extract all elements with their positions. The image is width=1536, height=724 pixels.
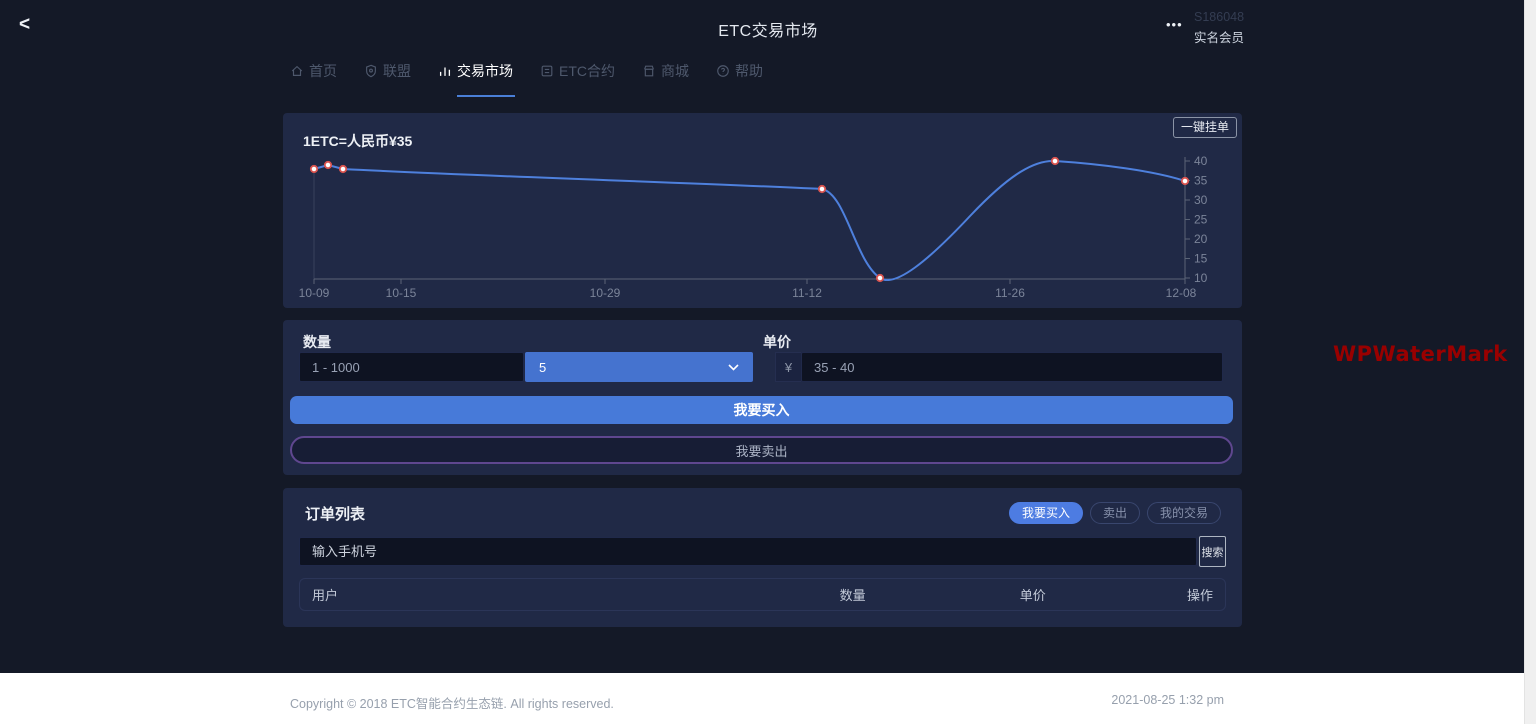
x-tick-label: 11-26	[995, 286, 1025, 300]
price-series-line	[313, 159, 1186, 281]
nav-label: 联盟	[383, 63, 411, 79]
x-tick-label: 12-08	[1166, 286, 1197, 300]
page-title: ETC交易市场	[718, 23, 818, 40]
price-label: 单价	[763, 334, 791, 350]
chart-x-ticks	[313, 279, 1186, 284]
chevron-down-icon	[728, 363, 739, 371]
buy-button[interactable]: 我要买入	[290, 396, 1233, 424]
nav-bar: 首页 联盟 交易市场 ETC合约 商城 帮助	[290, 61, 763, 85]
filter-sell-button[interactable]: 卖出	[1089, 502, 1140, 524]
nav-item-etc-contract[interactable]: ETC合约	[540, 61, 615, 85]
copyright-text: Copyright © 2018 ETC智能合约生态链. All rights …	[290, 697, 614, 711]
shield-icon	[366, 64, 376, 78]
search-button[interactable]: 搜索	[1199, 536, 1226, 567]
x-tick-label: 10-29	[590, 286, 621, 300]
shop-icon	[644, 65, 654, 77]
nav-item-home[interactable]: 首页	[290, 61, 337, 85]
user-id: S186048	[1194, 10, 1245, 24]
quantity-select-value: 5	[539, 359, 547, 375]
nav-item-trade-market[interactable]: 交易市场	[438, 61, 513, 85]
x-tick-label: 11-12	[792, 286, 822, 300]
x-tick-label: 10-09	[299, 286, 330, 300]
nav-label: 交易市场	[457, 63, 513, 79]
y-tick-label: 15	[1194, 252, 1208, 266]
currency-symbol: ¥	[775, 352, 801, 382]
y-tick-label: 30	[1194, 193, 1208, 207]
quantity-label: 数量	[303, 334, 331, 350]
quick-order-button[interactable]: 一键挂单	[1172, 117, 1237, 138]
order-filter-group: 我要买入 卖出 我的交易	[1008, 502, 1221, 524]
trade-form-panel: 数量 5 单价 ¥ 我要买入 我要卖出	[283, 320, 1242, 475]
column-header-action: 操作	[1186, 588, 1213, 603]
nav-item-help[interactable]: 帮助	[716, 61, 763, 85]
nav-label: 首页	[309, 63, 337, 79]
quantity-select[interactable]: 5	[525, 352, 753, 382]
home-icon	[291, 65, 303, 76]
nav-item-shop[interactable]: 商城	[642, 61, 689, 85]
filter-buy-button[interactable]: 我要买入	[1008, 502, 1083, 524]
price-input[interactable]	[801, 352, 1223, 382]
quantity-input[interactable]	[299, 352, 524, 382]
column-header-price: 单价	[1019, 588, 1046, 603]
column-header-user: 用户	[312, 588, 339, 603]
y-tick-label: 20	[1194, 232, 1208, 246]
back-icon[interactable]: <	[19, 14, 31, 35]
footer: Copyright © 2018 ETC智能合约生态链. All rights …	[0, 673, 1536, 724]
price-line-chart: 10-09 10-15 10-29 11-12 11-26 12-08 40 3…	[299, 154, 1208, 300]
user-level-badge: 实名会员	[1194, 31, 1245, 45]
watermark-text: WPWaterMark	[1333, 342, 1508, 366]
order-list-panel: 订单列表 我要买入 卖出 我的交易 搜索 用户 数量 单价 操作	[283, 488, 1242, 627]
nav-item-alliance[interactable]: 联盟	[364, 61, 411, 85]
sell-button[interactable]: 我要卖出	[290, 436, 1233, 464]
help-icon	[717, 65, 729, 77]
data-point-markers	[309, 156, 1190, 283]
nav-label: 商城	[661, 63, 689, 79]
order-table-header: 用户 数量 单价 操作	[299, 578, 1226, 611]
exchange-rate-label: 1ETC=人民币¥35	[303, 133, 413, 149]
trade-icon	[439, 67, 451, 76]
y-tick-label: 35	[1194, 174, 1208, 188]
y-tick-label: 25	[1194, 213, 1208, 227]
x-tick-label: 10-15	[386, 286, 417, 300]
menu-ellipsis-icon[interactable]: •••	[1166, 17, 1183, 32]
y-tick-label: 10	[1194, 271, 1208, 285]
y-tick-label: 40	[1194, 154, 1208, 168]
footer-datetime: 2021-08-25 1:32 pm	[1111, 693, 1224, 707]
contract-icon	[541, 65, 553, 77]
price-chart-panel: 1ETC=人民币¥35 一键挂单 10-09	[283, 113, 1242, 308]
nav-label: ETC合约	[559, 63, 615, 79]
nav-label: 帮助	[735, 63, 763, 79]
order-list-title: 订单列表	[305, 506, 366, 523]
filter-my-trades-button[interactable]: 我的交易	[1146, 502, 1221, 524]
phone-search-input[interactable]	[299, 537, 1197, 566]
column-header-quantity: 数量	[839, 588, 866, 603]
scrollbar-track[interactable]	[1524, 0, 1536, 724]
